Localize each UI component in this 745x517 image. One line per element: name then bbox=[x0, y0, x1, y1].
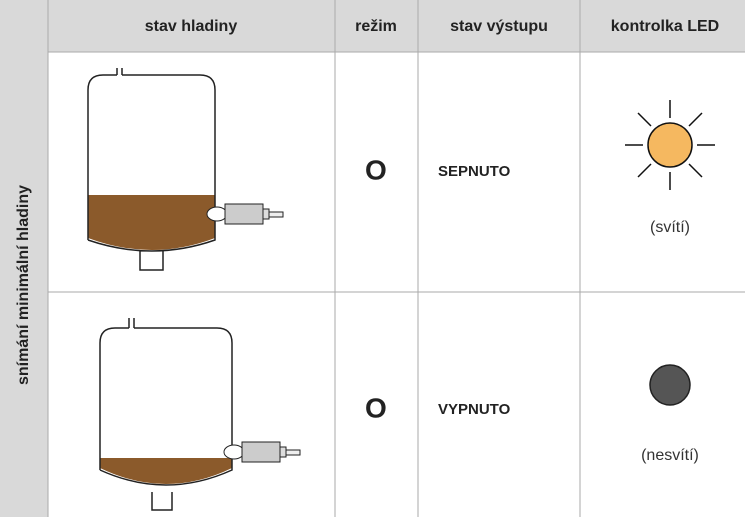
tank-low bbox=[99, 318, 301, 511]
grid bbox=[47, 0, 745, 517]
led-off bbox=[649, 364, 691, 406]
side-background bbox=[0, 0, 48, 517]
output-state: SEPNUTO bbox=[438, 163, 511, 180]
tank-full bbox=[87, 68, 284, 271]
header-cell: stav hladiny bbox=[145, 18, 238, 35]
header-cell: stav výstupu bbox=[450, 18, 548, 35]
led-label: (svítí) bbox=[650, 219, 690, 236]
header-background bbox=[0, 0, 745, 52]
led-on bbox=[625, 100, 715, 190]
output-state: VYPNUTO bbox=[438, 401, 511, 418]
mode: O bbox=[365, 392, 387, 423]
mode: O bbox=[365, 154, 387, 185]
led-label: (nesvítí) bbox=[641, 447, 699, 464]
row-label: snímání minimální hladiny bbox=[15, 185, 32, 385]
header-cell: režim bbox=[355, 18, 397, 35]
header-cell: kontrolka LED bbox=[611, 18, 719, 35]
